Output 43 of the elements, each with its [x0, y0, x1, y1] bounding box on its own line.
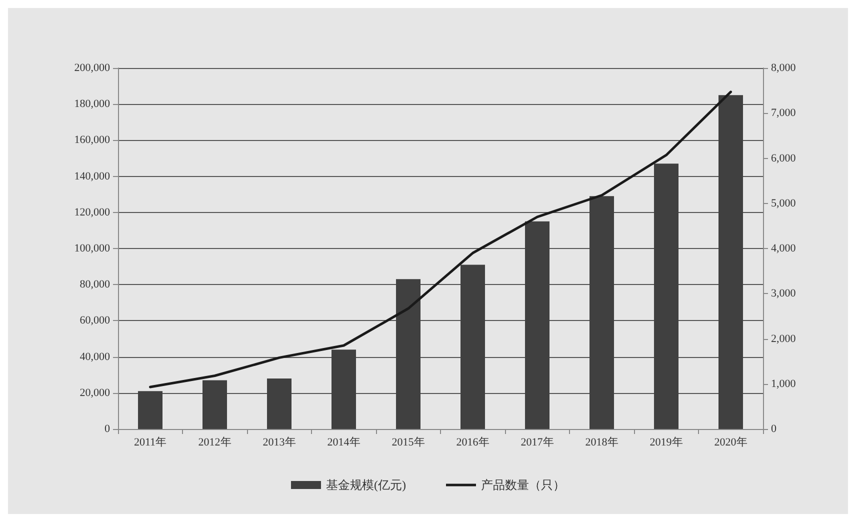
line-series: [149, 90, 732, 388]
x-tick-label: 2017年: [520, 436, 554, 448]
bar: [460, 264, 486, 429]
y-tick-label: 60,000: [80, 314, 110, 327]
y2-tick-label: 0: [771, 423, 777, 435]
y2-tick-label: 1,000: [771, 378, 796, 390]
y-tick-label: 100,000: [74, 242, 110, 254]
bar: [266, 378, 292, 429]
x-tick-label: 2018年: [585, 436, 618, 448]
y2-tick-label: 8,000: [771, 62, 796, 74]
legend-label: 基金规模(亿元): [326, 478, 406, 492]
x-tick-label: 2012年: [198, 436, 232, 448]
bar: [524, 221, 550, 429]
y2-tick-label: 4,000: [771, 242, 796, 254]
y2-tick-label: 7,000: [771, 107, 796, 120]
x-tick-label: 2015年: [392, 436, 425, 448]
y-tick-label: 180,000: [74, 98, 110, 110]
bar: [331, 350, 356, 429]
bar: [718, 95, 744, 429]
y2-tick-label: 6,000: [771, 152, 796, 164]
bar: [654, 164, 679, 429]
y-tick-label: 20,000: [80, 386, 110, 399]
x-tick-label: 2019年: [650, 436, 683, 448]
y-tick-label: 200,000: [74, 62, 110, 74]
bar: [202, 380, 228, 429]
y-tick-label: 80,000: [80, 278, 110, 291]
x-tick-label: 2011年: [134, 436, 167, 448]
bar: [138, 391, 163, 429]
x-tick-label: 2014年: [327, 436, 360, 448]
y-tick-label: 0: [104, 423, 110, 435]
y-tick-label: 120,000: [74, 206, 110, 218]
x-tick-label: 2016年: [456, 436, 490, 448]
y-tick-label: 160,000: [74, 134, 110, 146]
y-tick-label: 40,000: [80, 350, 110, 363]
bar: [589, 196, 614, 429]
y2-tick-label: 5,000: [771, 197, 796, 210]
x-tick-label: 2013年: [262, 436, 296, 448]
legend-label: 产品数量（只）: [480, 478, 565, 492]
x-tick-label: 2020年: [714, 436, 748, 448]
bar: [396, 279, 421, 429]
y-tick-label: 140,000: [74, 170, 110, 182]
y2-tick-label: 2,000: [771, 332, 796, 345]
y2-tick-label: 3,000: [771, 288, 796, 300]
